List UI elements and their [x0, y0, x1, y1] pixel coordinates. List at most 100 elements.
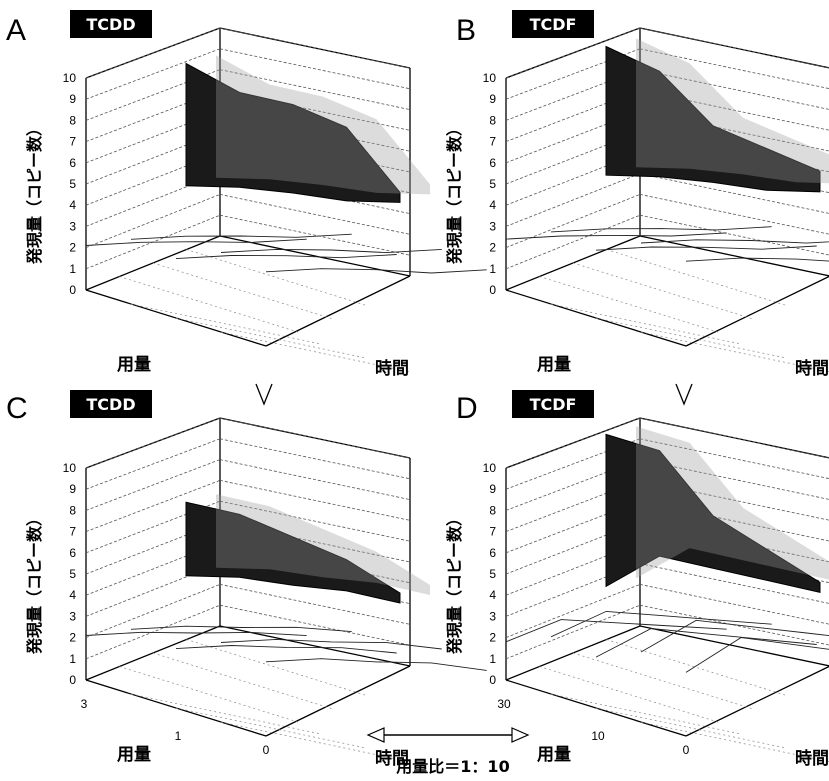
y-tick-label: 1	[69, 652, 76, 666]
grid-line-left	[505, 152, 641, 206]
floor-back-right	[639, 235, 829, 277]
grid-line-left	[505, 69, 641, 121]
grid-line-right	[219, 438, 411, 480]
grid-line-left	[505, 48, 641, 100]
panel-letter: C	[6, 392, 28, 425]
floor-front-right	[265, 275, 411, 347]
grid-line-left	[505, 542, 641, 596]
surface-row-line	[685, 257, 829, 262]
grid-line-left	[85, 500, 221, 554]
z-tick-label: 0	[683, 743, 690, 757]
ratio-arrow-right-head	[511, 727, 530, 743]
y-tick-label: 4	[489, 198, 496, 212]
floor-back-right	[639, 625, 829, 667]
y-tick-label: 5	[489, 177, 496, 191]
grid-line-left	[85, 542, 221, 596]
y-tick-label: 3	[69, 219, 76, 233]
surface-wireframe	[505, 610, 829, 673]
grid-line-right	[639, 604, 829, 646]
floor-grid-line	[572, 652, 754, 710]
surface-row-line	[265, 658, 487, 671]
surface-row-line	[550, 610, 772, 638]
x-axis-label: 用量	[117, 744, 151, 765]
grid-line-right	[639, 48, 829, 89]
panel-a: A TCDD 0 1 2 3 4 5 6 7 8 9 10 発現量（コピー数） 用量 時間	[6, 10, 487, 379]
wall-grid	[85, 417, 411, 660]
footer: 用量比＝1：10	[366, 727, 530, 776]
y-tick-label: 6	[489, 546, 496, 560]
surface-row-line	[130, 233, 352, 240]
z-axis-label: 時間	[795, 748, 829, 769]
floor-grid-line	[640, 331, 829, 372]
y-tick-label: 4	[489, 588, 496, 602]
grid-line-right	[639, 27, 829, 69]
floor-grid-line	[606, 639, 787, 696]
surface-row-line	[595, 245, 817, 251]
grid-line-right	[219, 69, 411, 110]
grid-line-left	[505, 480, 641, 532]
surface-row-line	[175, 254, 397, 260]
grid-line-left	[85, 584, 221, 638]
surface-row-line	[220, 248, 442, 254]
grid-line-right	[639, 69, 829, 110]
peak-shadow	[216, 55, 430, 195]
z-axis-label: 時間	[375, 358, 409, 379]
y-tick-label: 4	[69, 588, 76, 602]
grid-line-right	[639, 417, 829, 459]
surface-wireframe	[85, 625, 487, 671]
compound-badge	[512, 10, 594, 38]
grid-line-right	[219, 214, 411, 256]
panel-letter: A	[6, 14, 26, 47]
y-tick-label: 7	[69, 525, 76, 539]
floor-grid	[119, 639, 412, 763]
grid-line-left	[505, 584, 641, 638]
panel-b: B TCDF 0 1 2 3 4 5 6 7 8 9 10 発現量（コピー数） 用量 時間	[445, 10, 829, 379]
y-tick-label: 0	[489, 283, 496, 297]
floor-grid-line	[606, 249, 787, 306]
ratio-arrow-left-head	[366, 727, 385, 743]
floor-grid-line	[175, 317, 367, 359]
y-tick-label: 6	[69, 546, 76, 560]
z-tick-label: 0	[263, 743, 270, 757]
y-tick-label: 8	[69, 113, 76, 127]
grid-line-right	[219, 459, 411, 500]
floor-grid-line	[539, 666, 720, 723]
grid-line-right	[639, 563, 829, 604]
y-tick-label: 10	[63, 71, 77, 85]
grid-line-right	[639, 214, 829, 256]
grid-line-left	[85, 131, 221, 185]
grid-line-right	[219, 480, 411, 521]
grid-line-right	[639, 438, 829, 479]
grid-line-left	[505, 27, 641, 79]
floor-grid-line	[175, 707, 367, 749]
floor-grid-line	[119, 666, 300, 723]
grid-line-left	[85, 480, 221, 532]
floor-grid-line	[186, 249, 367, 306]
grid-line-left	[85, 152, 221, 206]
grid-line-right	[219, 48, 411, 90]
grid-line-left	[85, 27, 221, 79]
wall-grid	[505, 417, 829, 660]
peak-shadow	[216, 494, 430, 595]
y-tick-label: 2	[489, 631, 496, 645]
floor-grid-line	[550, 303, 742, 345]
ratio-label: 用量比＝1：10	[396, 757, 509, 776]
x-axis-label: 用量	[537, 354, 571, 375]
surface-row-line	[685, 637, 829, 673]
y-tick-label: 8	[489, 113, 496, 127]
y-tick-label: 9	[489, 482, 496, 496]
floor-front-right	[685, 665, 829, 737]
compound-label: TCDF	[530, 395, 577, 414]
floor-grid	[539, 249, 829, 372]
y-tick-label: 8	[489, 503, 496, 517]
grid-line-left	[505, 110, 641, 164]
y-tick-label: 8	[69, 503, 76, 517]
surface-row-line	[175, 645, 397, 654]
grid-line-right	[219, 584, 411, 625]
grid-line-left	[85, 438, 221, 490]
grid-line-left	[85, 194, 221, 248]
y-tick-label: 4	[69, 198, 76, 212]
y-tick-label: 3	[489, 609, 496, 623]
grid-line-left	[505, 173, 641, 227]
grid-line-left	[505, 438, 641, 490]
